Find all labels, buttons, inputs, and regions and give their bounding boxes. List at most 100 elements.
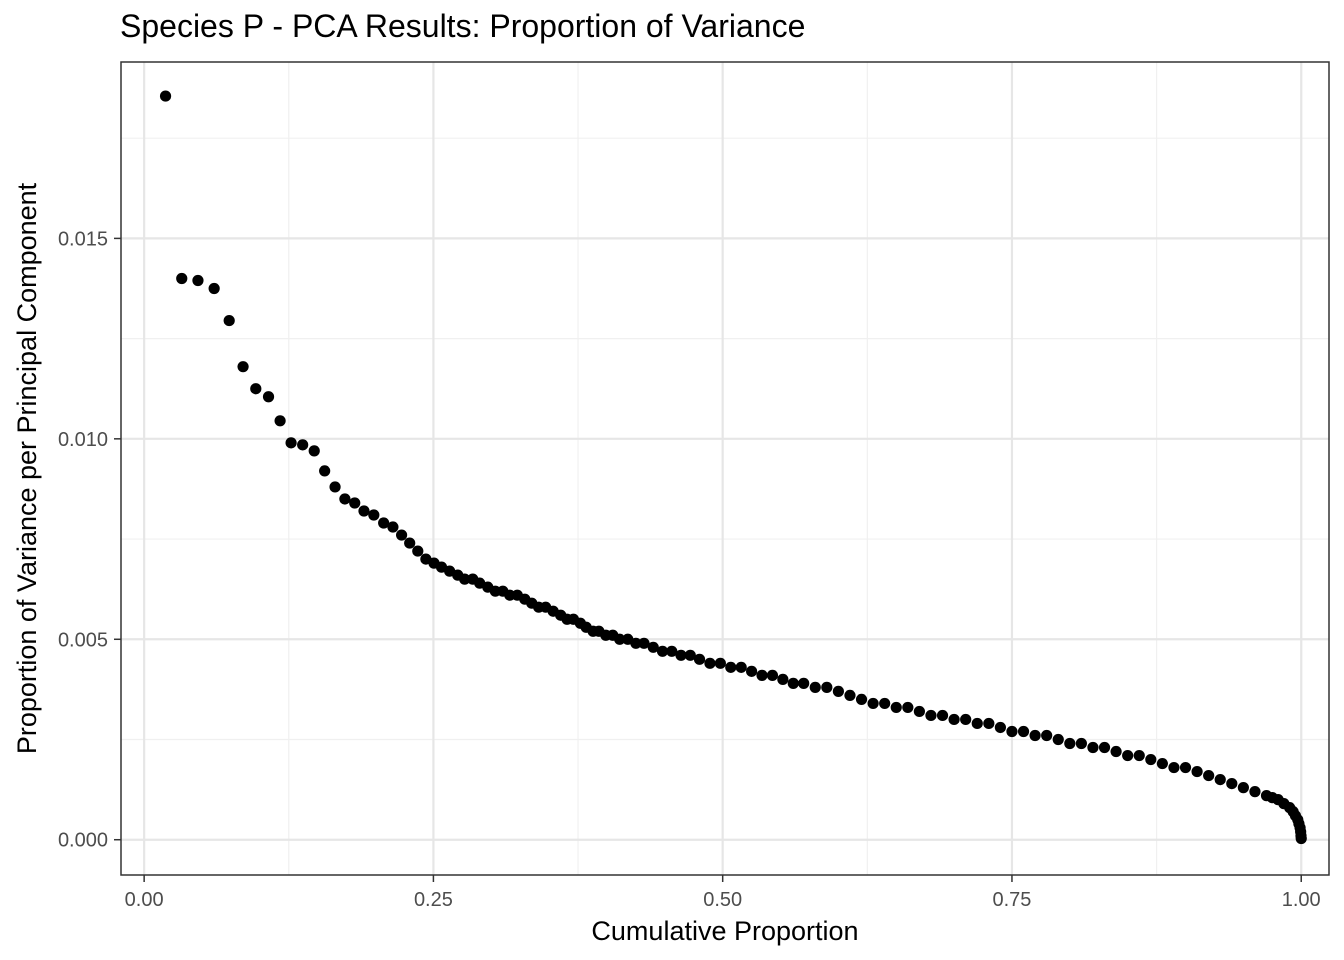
data-point	[704, 657, 716, 669]
data-point	[994, 721, 1006, 734]
x-tick-label: 0.75	[992, 889, 1031, 911]
data-point	[735, 661, 747, 673]
data-point	[766, 669, 779, 681]
data-point	[459, 573, 471, 585]
data-point	[1110, 745, 1122, 758]
data-point	[237, 361, 249, 373]
data-point	[1156, 757, 1168, 770]
data-point	[777, 673, 789, 685]
data-point	[1098, 741, 1111, 754]
data-point	[867, 697, 879, 710]
data-point	[971, 717, 983, 730]
data-point	[1017, 725, 1030, 738]
y-axis: 0.000 0.005 0.010 0.015	[58, 228, 121, 852]
data-point	[319, 465, 331, 477]
data-point	[1191, 765, 1203, 778]
data-point	[787, 677, 799, 689]
data-point	[285, 437, 297, 449]
x-tick-label: 0.00	[125, 889, 164, 911]
data-point	[821, 681, 833, 693]
x-tick-label: 1.00	[1282, 889, 1321, 911]
data-point	[176, 272, 188, 285]
data-point	[1133, 749, 1145, 762]
y-tick-label: 0.015	[58, 228, 108, 250]
data-point	[192, 274, 204, 287]
data-point	[1179, 761, 1192, 774]
y-tick-label: 0.010	[58, 429, 108, 451]
data-point	[630, 637, 642, 649]
data-point	[358, 505, 370, 517]
data-point	[855, 693, 868, 706]
x-axis: 0.00 0.25 0.50 0.75 1.00	[125, 875, 1321, 911]
data-point	[1052, 733, 1064, 746]
data-point	[666, 645, 678, 657]
data-point	[274, 415, 286, 427]
data-point	[684, 649, 696, 661]
data-point	[262, 391, 275, 403]
data-point	[1226, 778, 1238, 790]
data-point	[250, 383, 262, 395]
grid-major	[121, 62, 1329, 875]
data-point	[647, 641, 659, 653]
data-point	[1064, 737, 1076, 750]
data-point	[725, 661, 737, 673]
data-point	[378, 517, 390, 529]
data-points	[159, 90, 1307, 845]
data-point	[208, 282, 220, 295]
data-point	[339, 493, 351, 505]
plot-background	[121, 62, 1329, 875]
x-tick-label: 0.50	[703, 889, 742, 911]
data-point	[387, 521, 399, 533]
data-point	[798, 677, 810, 689]
data-point	[1075, 737, 1087, 750]
data-point	[809, 681, 821, 693]
data-point	[1214, 773, 1226, 786]
data-point	[297, 439, 309, 451]
data-point	[368, 509, 380, 521]
data-point	[913, 705, 925, 718]
plot-border	[120, 61, 1330, 876]
x-axis-title: Cumulative Proportion	[591, 916, 858, 946]
data-point	[1295, 832, 1307, 845]
data-point	[223, 314, 235, 327]
data-point	[308, 445, 320, 457]
data-point	[936, 709, 949, 722]
data-point	[948, 713, 960, 726]
data-point	[1249, 786, 1261, 798]
y-tick-label: 0.000	[58, 830, 108, 852]
data-point	[1006, 725, 1018, 738]
data-point	[1087, 741, 1099, 754]
data-point	[614, 633, 626, 645]
data-point	[159, 90, 172, 102]
data-point	[656, 645, 669, 657]
data-point	[879, 697, 891, 710]
data-point	[983, 717, 995, 730]
data-point	[756, 669, 768, 681]
y-tick-label: 0.005	[58, 629, 108, 651]
data-point	[844, 689, 856, 702]
data-point	[404, 537, 416, 549]
data-point	[1168, 761, 1180, 774]
data-point	[1041, 729, 1053, 742]
data-point	[675, 649, 687, 661]
data-point	[395, 529, 408, 541]
chart-title: Species P - PCA Results: Proportion of V…	[120, 8, 806, 44]
data-point	[412, 545, 424, 557]
data-point	[693, 653, 706, 665]
data-point	[1237, 782, 1249, 794]
data-point	[1122, 749, 1134, 762]
data-point	[1145, 753, 1157, 766]
y-axis-title: Proportion of Variance per Principal Com…	[12, 182, 42, 754]
data-point	[714, 657, 726, 669]
data-point	[1203, 769, 1215, 782]
data-point	[746, 665, 758, 677]
x-tick-label: 0.25	[414, 889, 453, 911]
data-point	[638, 637, 650, 649]
data-point	[349, 497, 361, 509]
grid-minor	[121, 62, 1329, 875]
data-point	[902, 701, 914, 714]
data-point	[960, 713, 972, 726]
data-point	[1029, 729, 1041, 742]
data-point	[832, 685, 844, 697]
